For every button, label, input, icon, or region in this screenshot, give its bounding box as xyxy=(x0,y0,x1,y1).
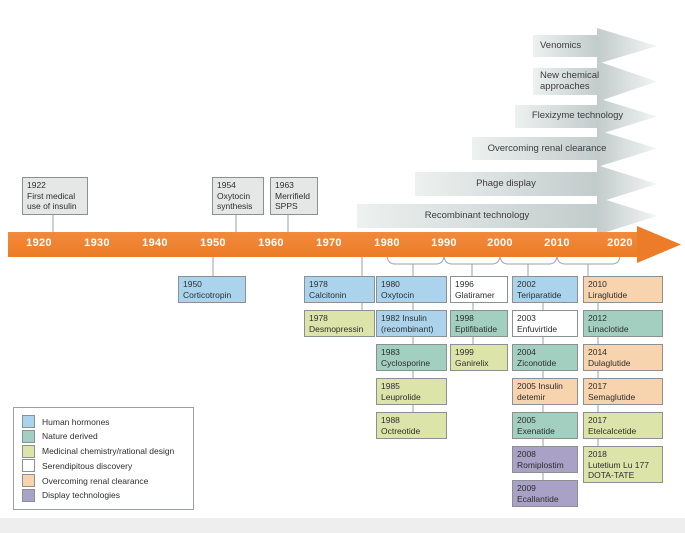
tech-arrow-venomics-shape xyxy=(533,28,657,64)
decade-2020: 2020 xyxy=(607,237,633,249)
drug-2012-linaclotide: 2012 Linaclotide xyxy=(583,310,663,337)
legend-item-serendipitous-discovery: Serendipitous discovery xyxy=(22,459,185,473)
legend-label: Overcoming renal clearance xyxy=(42,475,149,486)
drug-1999-ganirelix: 1999 Ganirelix xyxy=(450,344,508,371)
decade-1930: 1930 xyxy=(84,237,110,249)
tech-arrow-renal-clearance-shape xyxy=(472,130,657,167)
tech-arrow-phage-display-label: Phage display xyxy=(476,178,536,189)
decade-2010: 2010 xyxy=(544,237,570,249)
drug-2008-romiplostim: 2008 Romiplostim xyxy=(512,446,578,473)
legend-swatch-renal-clearance xyxy=(22,474,35,488)
milestone-1922-first-medical-use-of-insulin: 1922 First medical use of insulin xyxy=(22,177,88,215)
drug-2017-etelcalcetide: 2017 Etelcalcetide xyxy=(583,412,663,439)
decade-1950: 1950 xyxy=(200,237,226,249)
drug-2002-teriparatide: 2002 Teriparatide xyxy=(512,276,578,303)
legend-label: Medicinal chemistry/rational design xyxy=(42,446,175,457)
legend-swatch-nature-derived xyxy=(22,429,35,443)
drug-2005-insulin-detemir: 2005 Insulin detemir xyxy=(512,378,578,405)
timeline-arrow xyxy=(8,226,681,263)
connector-lines xyxy=(52,215,599,480)
drug-1980-oxytocin: 1980 Oxytocin xyxy=(376,276,447,303)
tech-arrow-recombinant-label: Recombinant technology xyxy=(424,210,530,221)
tech-arrow-recombinant-shape xyxy=(357,197,657,235)
drug-1978-desmopressin: 1978 Desmopressin xyxy=(304,310,375,337)
drug-1982-insulin-recombinant: 1982 Insulin (recombinant) xyxy=(376,310,447,337)
legend-swatch-display-technologies xyxy=(22,488,35,502)
drug-2017-semaglutide: 2017 Semaglutide xyxy=(583,378,663,405)
tech-arrow-venomics-label: Venomics xyxy=(540,40,582,51)
tech-arrow-flexizyme-shape xyxy=(515,98,657,135)
milestone-1963-merrifield-spps: 1963 Merrifield SPPS xyxy=(270,177,318,215)
drug-2005-exenatide: 2005 Exenatide xyxy=(512,412,578,439)
drug-1985-leuprolide: 1985 Leuprolide xyxy=(376,378,447,405)
decade-1990: 1990 xyxy=(431,237,457,249)
drug-2009-ecallantide: 2009 Ecallantide xyxy=(512,480,578,507)
decade-1920: 1920 xyxy=(26,237,52,249)
tech-arrow-phage-display-shape xyxy=(415,165,657,203)
page-bottom-strip xyxy=(0,518,685,533)
tech-arrow-flexizyme-label: Flexizyme technology xyxy=(531,110,624,121)
tech-arrow-new-chemical-label: New chemical approaches xyxy=(540,70,600,92)
legend-label: Display technologies xyxy=(42,490,120,501)
legend-swatch-serendipitous-discovery xyxy=(22,459,35,473)
legend-label: Nature derived xyxy=(42,431,98,442)
legend: Human hormones Nature derived Medicinal … xyxy=(13,407,194,510)
decade-1940: 1940 xyxy=(142,237,168,249)
drug-1998-eptifibatide: 1998 Eptifibatide xyxy=(450,310,508,337)
legend-item-human-hormones: Human hormones xyxy=(22,415,185,428)
milestone-1954-oxytocin-synthesis: 1954 Oxytocin synthesis xyxy=(212,177,264,215)
decade-1960: 1960 xyxy=(258,237,284,249)
legend-item-display-technologies: Display technologies xyxy=(22,488,185,502)
decade-1970: 1970 xyxy=(316,237,342,249)
drug-1996-glatiramer: 1996 Glatiramer xyxy=(450,276,508,303)
drug-1950-corticotropin: 1950 Corticotropin xyxy=(178,276,246,303)
drug-1978-calcitonin: 1978 Calcitonin xyxy=(304,276,375,303)
legend-label: Human hormones xyxy=(42,416,110,427)
legend-item-renal-clearance: Overcoming renal clearance xyxy=(22,474,185,488)
decade-braces xyxy=(386,255,621,265)
drug-2010-liraglutide: 2010 Liraglutide xyxy=(583,276,663,303)
legend-swatch-medicinal-chemistry xyxy=(22,444,35,458)
legend-swatch-human-hormones xyxy=(22,415,35,428)
tech-arrow-new-chemical-shape xyxy=(533,61,657,102)
drug-1988-octreotide: 1988 Octreotide xyxy=(376,412,447,439)
decade-1980: 1980 xyxy=(374,237,400,249)
drug-2004-ziconotide: 2004 Ziconotide xyxy=(512,344,578,371)
legend-label: Serendipitous discovery xyxy=(42,460,133,471)
drug-2003-enfuvirtide: 2003 Enfuvirtide xyxy=(512,310,578,337)
legend-item-nature-derived: Nature derived xyxy=(22,429,185,443)
tech-arrow-renal-clearance-label: Overcoming renal clearance xyxy=(487,143,607,154)
drug-1983-cyclosporine: 1983 Cyclosporine xyxy=(376,344,447,371)
legend-item-medicinal-chemistry: Medicinal chemistry/rational design xyxy=(22,444,185,458)
drug-2018-lutetium-lu177-dota-tate: 2018 Lutetium Lu 177 DOTA-TATE xyxy=(583,446,663,483)
drug-2014-dulaglutide: 2014 Dulaglutide xyxy=(583,344,663,371)
decade-2000: 2000 xyxy=(487,237,513,249)
tech-arrow-shapes xyxy=(357,28,657,235)
